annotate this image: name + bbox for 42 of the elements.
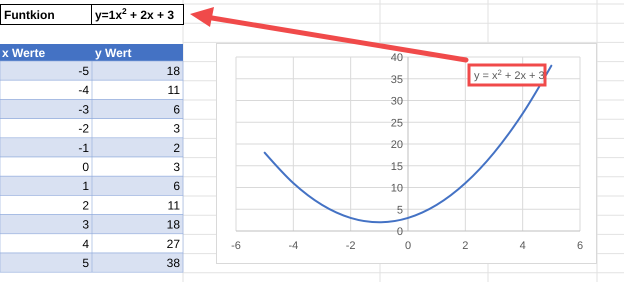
text: 2 [173,140,180,155]
text: 3 [173,122,180,136]
y-tick-label: 20 [390,139,403,151]
text: -4 [78,83,90,98]
y-tick-label: 0 [396,226,403,238]
y-tick-label: 30 [390,96,403,108]
x-tick-label: -2 [346,240,356,252]
text: 3 [173,160,180,174]
text: 2 [82,198,90,212]
text: 11 [168,198,180,212]
x-tick-label: 6 [576,240,584,252]
x-tick-label: 2 [462,240,468,252]
text: -1 [78,140,90,155]
y-tick-label: 40 [390,52,403,64]
text: -2 [78,122,90,136]
text: 18 [166,64,180,78]
line-series [264,64,552,224]
text: 27 [166,236,180,251]
x-tick-label: -4 [288,240,298,252]
text: y Wert [95,46,132,60]
x-tick-label: -6 [231,240,241,252]
text: 11 [168,83,180,98]
x-tick-label: 0 [404,240,412,252]
text: -3 [78,102,90,116]
text: 38 [166,256,180,270]
text: 5 [82,256,90,270]
y-tick-label: 5 [396,204,403,216]
text: -5 [78,64,90,78]
y-tick-label: 10 [390,182,403,194]
text: 6 [173,102,180,116]
y-tick-label: 15 [390,160,403,173]
text: x Werte [2,46,46,60]
text: y=1x$^{2}$ + 2x + 3 [95,6,174,22]
text: 3 [82,218,90,232]
y-tick-label: 25 [390,117,403,130]
text: Funtkion [4,8,55,22]
y-tick-label: 35 [390,74,403,86]
text: 1 [82,179,90,194]
text: 6 [173,179,180,194]
x-tick-label: 4 [520,240,526,252]
text: 0 [82,160,90,174]
text: 18 [166,218,180,232]
